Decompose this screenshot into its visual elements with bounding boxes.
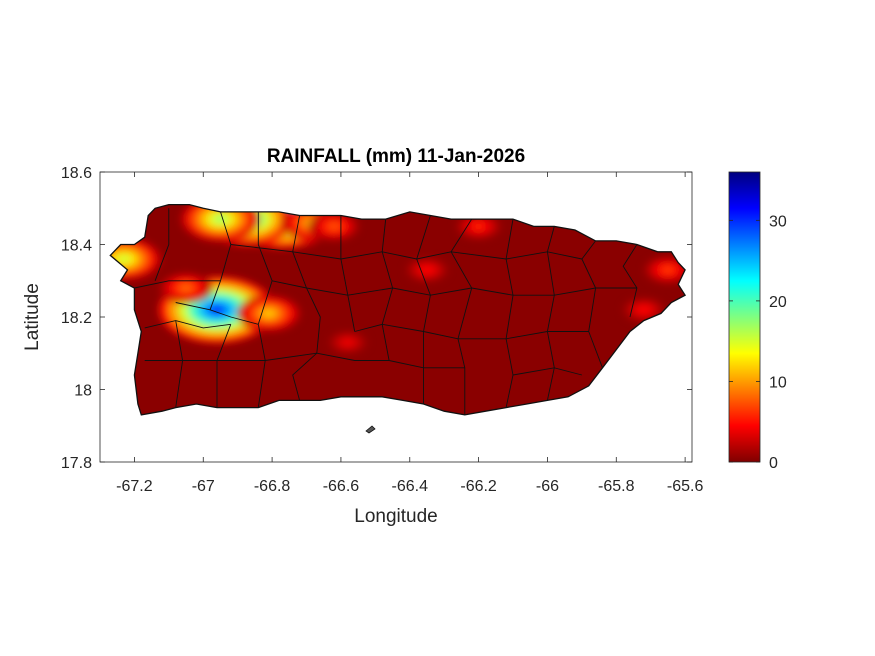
municipality-boundary	[340, 251, 452, 260]
hotspot-ring	[181, 285, 191, 291]
municipality-boundary	[292, 352, 318, 401]
rainfall-field	[110, 204, 686, 415]
rain-hotspot	[308, 211, 360, 241]
x-tick-label: -66	[536, 478, 559, 495]
hotspot-ring	[207, 304, 227, 316]
municipality-boundary	[230, 244, 341, 260]
municipality-boundaries	[134, 208, 638, 415]
hotspot-ring	[329, 224, 339, 229]
municipality-boundary	[354, 323, 459, 340]
y-tick-label: 18.4	[61, 238, 92, 255]
municipality-boundary	[272, 280, 348, 296]
hotspot-ring	[663, 267, 672, 273]
y-axis: 17.8 18 18.2 18.4 18.6	[61, 165, 692, 472]
municipality-boundary	[505, 219, 514, 408]
municipality-boundary	[340, 215, 356, 332]
municipality-boundary	[257, 211, 273, 325]
colorbar-ticks: 0 10 20 30	[729, 213, 787, 472]
colorbar-tick-label: 10	[769, 374, 787, 391]
x-axis-label: Longitude	[354, 506, 437, 527]
x-tick-label: -67	[192, 478, 215, 495]
rain-hotspot	[643, 256, 686, 284]
colorbar-tick-label: 0	[769, 455, 778, 472]
rain-hotspot	[327, 330, 369, 354]
x-tick-label: -66.4	[392, 478, 429, 495]
hotspot-ring	[263, 310, 275, 317]
x-tick-label: -66.2	[460, 478, 497, 495]
hotspot-ring	[118, 255, 131, 263]
rain-hotspot	[159, 272, 213, 304]
colorbar-tick-label: 20	[769, 294, 787, 311]
hotspot-ring	[474, 224, 483, 229]
municipality-boundary	[209, 211, 232, 310]
municipality-boundary	[622, 244, 638, 318]
municipality-boundary	[546, 226, 555, 401]
rain-hotspot	[110, 238, 161, 280]
rain-hotspot	[237, 295, 301, 332]
rain-hotspot	[455, 213, 502, 240]
hotspot-ring	[640, 307, 648, 312]
y-tick-label: 18	[74, 383, 92, 400]
municipality-boundary	[581, 240, 603, 368]
island-outline	[109, 203, 687, 416]
colorbar	[728, 171, 761, 463]
x-tick-label: -65.8	[598, 478, 635, 495]
hotspot-ring	[344, 340, 352, 345]
chart-title: RAINFALL (mm) 11-Jan-2026	[267, 146, 525, 167]
y-tick-label: 18.6	[61, 165, 92, 182]
hotspot-ring	[423, 267, 431, 272]
rain-hotspot	[622, 297, 666, 323]
rain-hotspot	[405, 257, 449, 283]
municipality-boundary	[316, 352, 465, 369]
y-tick-label: 17.8	[61, 455, 92, 472]
municipality-boundary	[144, 352, 317, 361]
x-tick-label: -66.8	[254, 478, 291, 495]
x-tick-label: -67.2	[116, 478, 153, 495]
caja-de-muertos-island	[365, 425, 376, 434]
municipality-boundary	[347, 287, 472, 296]
municipality-boundary	[154, 208, 170, 281]
rainfall-hotspots	[110, 204, 686, 354]
municipality-boundary	[134, 280, 221, 289]
y-axis-label: Latitude	[22, 283, 43, 351]
x-axis: -67.2 -67 -66.8 -66.6 -66.4 -66.2 -66 -65.8 -65.…	[116, 172, 703, 495]
colorbar-tick-label: 30	[769, 213, 787, 230]
municipality-boundary	[451, 251, 582, 260]
hotspot-ring	[214, 215, 227, 223]
municipality-boundary	[458, 331, 589, 340]
y-tick-label: 18.2	[61, 310, 92, 327]
municipality-boundary	[416, 215, 431, 404]
x-tick-label: -65.6	[667, 478, 704, 495]
municipality-boundary	[450, 218, 473, 415]
x-tick-label: -66.6	[323, 478, 360, 495]
map-layer	[109, 203, 687, 434]
municipality-boundary	[175, 302, 259, 325]
municipality-boundary	[144, 320, 231, 329]
